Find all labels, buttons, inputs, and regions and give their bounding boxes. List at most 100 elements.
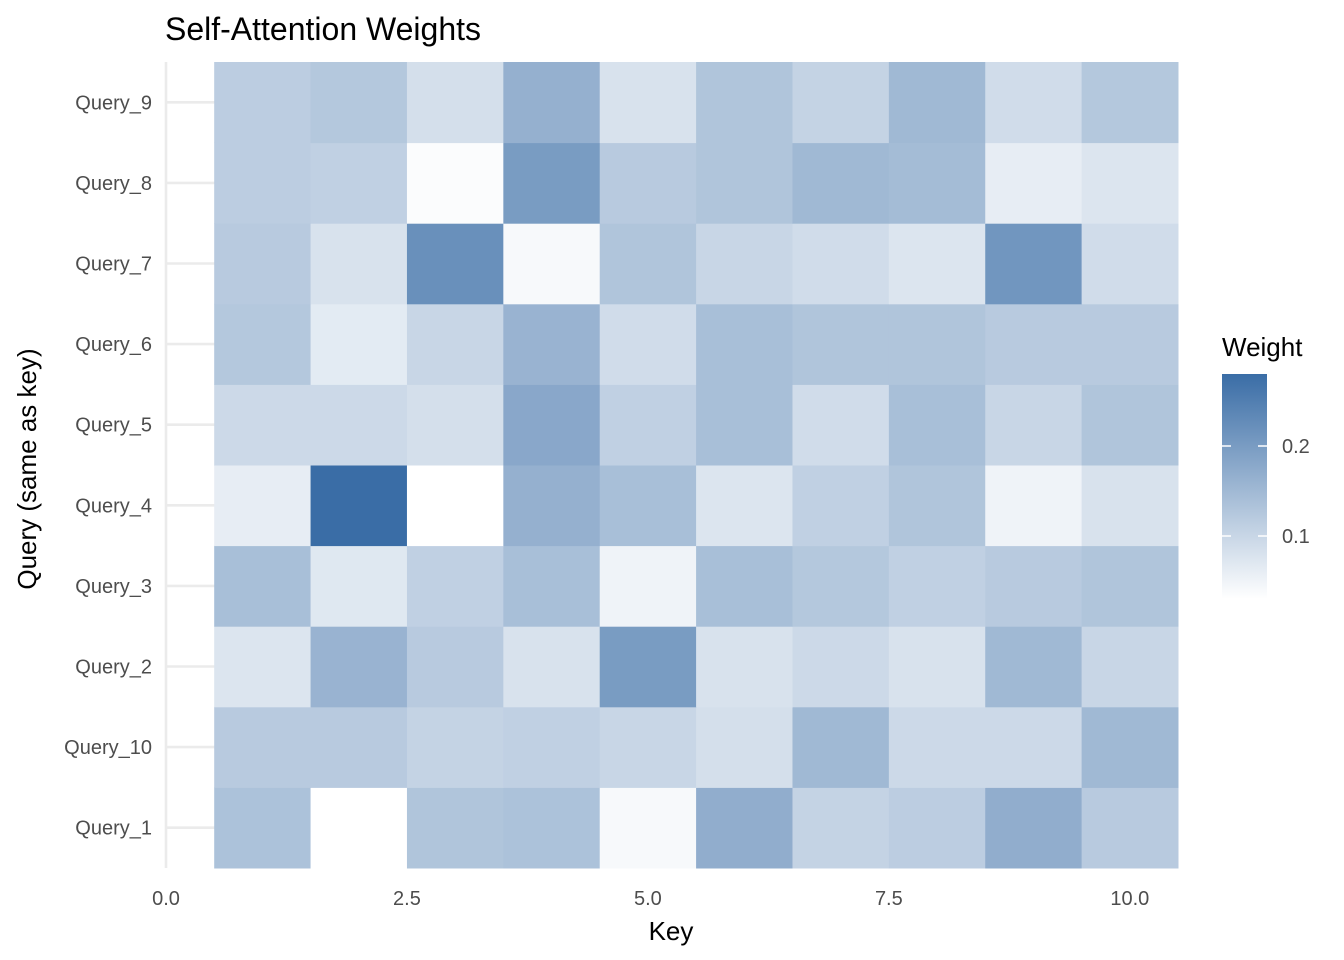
heatmap-cell [696,626,793,708]
heatmap-cell [792,787,890,869]
y-tick-label: Query_1 [75,818,152,840]
heatmap-cell [599,706,697,788]
heatmap-cell [599,142,697,224]
y-tick-label: Query_7 [75,254,152,276]
heatmap-cell [406,384,504,466]
heatmap-cell [406,142,504,224]
heatmap-cell [985,142,1083,224]
heatmap-cell [792,384,890,466]
y-tick-label: Query_10 [64,737,152,759]
heatmap-cell [696,545,793,627]
heatmap-cell [1081,545,1179,627]
heatmap-cell [503,545,601,627]
heatmap-cell [792,626,890,708]
heatmap-cell [696,303,793,385]
heatmap-cell [406,303,504,385]
heatmap-cell [888,465,986,547]
heatmap-cell [599,545,697,627]
heatmap-cell [696,465,793,547]
heatmap-cell [792,706,890,788]
heatmap-cell [214,142,312,224]
heatmap-cell [599,303,697,385]
legend-ticks: 0.1 0.2 [1222,436,1310,548]
y-tick-label: Query_8 [75,173,152,195]
heatmap-cell [599,787,697,869]
heatmap-cell [1081,62,1179,144]
heatmap-cell [792,223,890,305]
heatmap-cell [214,223,312,305]
heatmap-cell [888,706,986,788]
heatmap-cell [503,303,601,385]
heatmap-cell [696,384,793,466]
heatmap-cell [985,465,1083,547]
heatmap-cell [696,223,793,305]
heatmap-cell [214,545,312,627]
heatmap-cell [696,787,793,869]
heatmap-cell [310,787,408,869]
heatmap-cell [310,303,408,385]
heatmap-cell [888,62,986,144]
heatmap-cell [599,223,697,305]
heatmap-cell [985,62,1083,144]
heatmap-cell [503,626,601,708]
heatmap-cell [1081,223,1179,305]
heatmap-cell [599,384,697,466]
heatmap-cell [888,626,986,708]
heatmap-cell [792,545,890,627]
x-tick-label: 0.0 [152,888,180,910]
heatmap-cell [406,706,504,788]
heatmap-cell [1081,626,1179,708]
heatmap-cell [888,787,986,869]
heatmap-cell [503,384,601,466]
heatmap-cells [214,62,1179,869]
heatmap-cell [888,223,986,305]
legend-colorbar [1222,374,1267,599]
y-tick-label: Query_6 [75,334,152,356]
chart-title: Self-Attention Weights [165,11,481,47]
heatmap-cell [985,787,1083,869]
x-tick-label: 5.0 [634,888,662,910]
heatmap-cell [406,545,504,627]
heatmap-cell [985,545,1083,627]
legend-title: Weight [1222,332,1303,362]
heatmap-cell [985,626,1083,708]
heatmap-cell [310,545,408,627]
heatmap-cell [406,465,504,547]
y-tick-label: Query_9 [75,92,152,114]
heatmap-cell [503,465,601,547]
heatmap-cell [310,384,408,466]
heatmap-cell [406,223,504,305]
heatmap-cell [214,626,312,708]
y-axis-ticks: Query_1 Query_10 Query_2 Query_3 Query_4 Quer… [64,92,152,839]
x-tick-label: 10.0 [1110,888,1149,910]
heatmap-cell [214,303,312,385]
heatmap-cell [599,626,697,708]
heatmap-cell [792,465,890,547]
heatmap-cell [310,465,408,547]
heatmap-cell [599,62,697,144]
heatmap-cell [503,787,601,869]
heatmap-cell [406,62,504,144]
heatmap-cell [1081,142,1179,224]
heatmap-cell [792,142,890,224]
heatmap-cell [406,626,504,708]
heatmap-cell [1081,706,1179,788]
heatmap-cell [599,465,697,547]
legend-tick-label: 0.1 [1282,526,1310,548]
x-tick-label: 2.5 [393,888,421,910]
heatmap-cell [503,223,601,305]
heatmap-cell [888,545,986,627]
x-tick-label: 7.5 [875,888,903,910]
heatmap-cell [696,142,793,224]
legend: Weight 0.1 0.2 [1222,332,1310,599]
heatmap-cell [214,706,312,788]
heatmap-cell [985,223,1083,305]
y-tick-label: Query_3 [75,576,152,598]
x-axis-title: Key [649,916,694,946]
heatmap-cell [985,384,1083,466]
y-tick-label: Query_4 [75,495,152,517]
y-tick-label: Query_5 [75,415,152,437]
legend-tick-label: 0.2 [1282,436,1310,458]
heatmap-cell [406,787,504,869]
